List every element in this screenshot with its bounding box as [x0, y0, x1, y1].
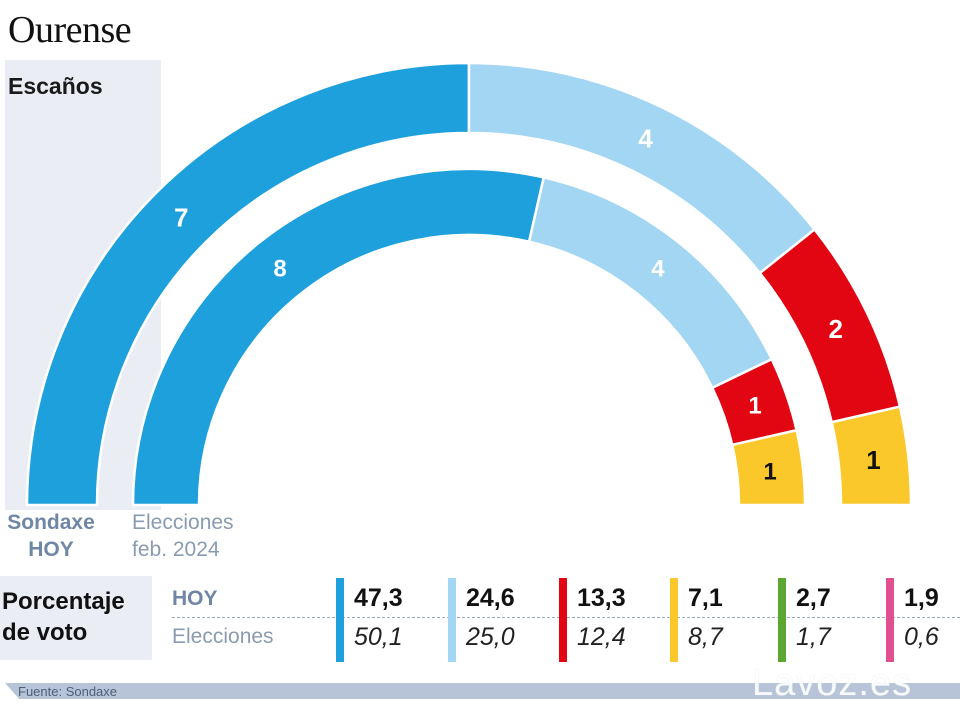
- pct-color-bar-party5: [778, 578, 786, 662]
- pct-color-bar-party2: [448, 578, 456, 662]
- pct-hoy-party1: 47,3: [354, 584, 403, 612]
- source-text: Fuente: Sondaxe: [18, 684, 118, 699]
- seat-label-ring2-party4: 1: [763, 459, 776, 486]
- seat-label-ring2-party1: 8: [273, 256, 286, 283]
- pct-elecciones-party2: 25,0: [466, 623, 515, 651]
- seat-label-ring2-party3: 1: [748, 393, 761, 420]
- seat-label-ring2-party2: 4: [651, 256, 665, 283]
- ring-sondaxe-hoy: 7 4 2 1: [25, 61, 913, 507]
- pct-color-bar-party6: [886, 578, 894, 662]
- pct-elecciones-party5: 1,7: [796, 623, 831, 651]
- pct-hoy-party5: 2,7: [796, 584, 831, 612]
- pct-panel-background: [0, 576, 152, 660]
- ring-label-elecciones: Elecciones feb. 2024: [132, 511, 234, 561]
- seat-label-ring1-party1: 7: [174, 203, 188, 233]
- pct-hoy-party3: 13,3: [577, 584, 626, 612]
- pct-elecciones-party6: 0,6: [904, 623, 939, 651]
- pct-hoy-party6: 1,9: [904, 584, 939, 612]
- lavoz-logo: Lavoz.es: [752, 662, 913, 704]
- pct-color-bar-party3: [559, 578, 567, 662]
- seat-segment-ring2-party4: [730, 428, 807, 507]
- ring-label-sondaxe-hoy: Sondaxe HOY: [7, 511, 95, 561]
- seat-label-ring1-party2: 4: [638, 124, 653, 154]
- pct-color-bar-party1: [336, 578, 344, 662]
- pct-hoy-party2: 24,6: [466, 584, 515, 612]
- row-label-elecciones: Elecciones: [172, 625, 274, 648]
- pct-elecciones-party4: 8,7: [688, 623, 723, 651]
- page-title: Ourense: [8, 9, 132, 51]
- seat-segment-ring1-party4: [830, 405, 913, 507]
- seats-label: Escaños: [8, 73, 103, 99]
- row-label-hoy: HOY: [172, 587, 218, 610]
- seat-label-ring1-party3: 2: [828, 314, 842, 344]
- seats-hemicycle-chart: 7 4 2 1 8 4 1 1: [25, 61, 913, 507]
- seat-label-ring1-party4: 1: [866, 445, 880, 475]
- footer-bar: [5, 683, 960, 699]
- ring-elecciones-2024: 8 4 1 1: [131, 167, 807, 507]
- pct-color-bar-party4: [670, 578, 678, 662]
- pct-elecciones-party1: 50,1: [354, 623, 403, 651]
- pct-elecciones-party3: 12,4: [577, 623, 626, 651]
- pct-hoy-party4: 7,1: [688, 584, 723, 612]
- pct-title: Porcentaje de voto: [2, 588, 125, 646]
